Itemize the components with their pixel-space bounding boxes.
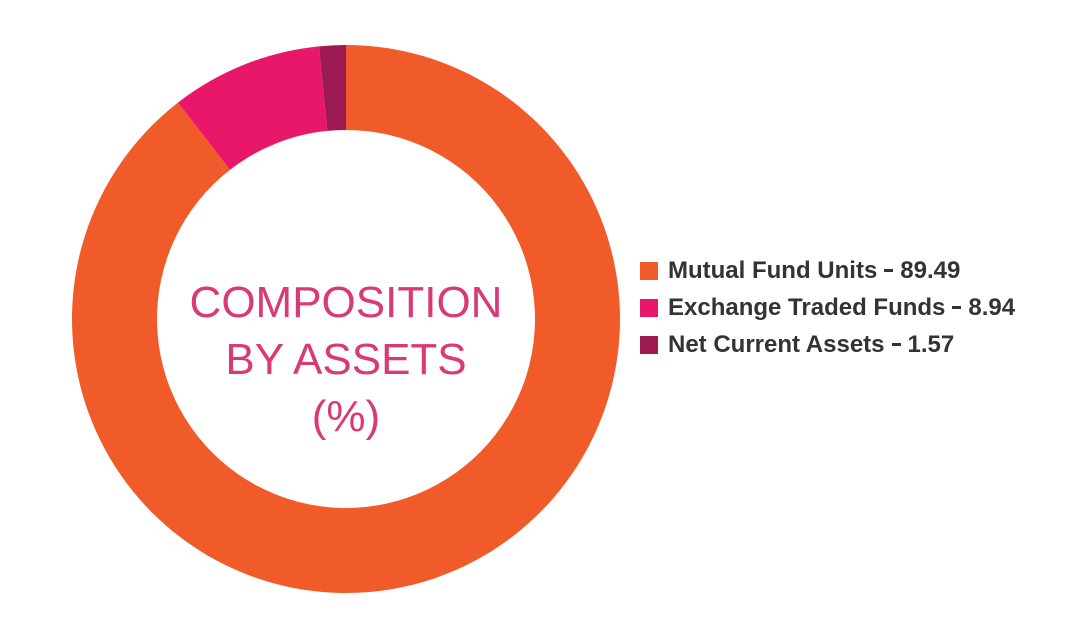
slice [319,45,346,131]
legend-swatch [640,298,658,317]
slice [177,46,328,170]
legend-swatch [640,261,658,280]
chart-title: COMPOSITION BY ASSETS (%) [189,278,503,441]
legend-separator [891,343,901,346]
slice [71,45,621,593]
legend-separator [884,269,894,272]
legend-value: 89.49 [900,256,961,284]
legend-swatch [640,335,658,354]
legend: Mutual Fund Units 89.49 Exchange Traded Fu… [640,252,1015,363]
legend-separator [952,306,962,309]
legend-item: Net Current Assets 1.57 [640,326,1015,363]
legend-label: Mutual Fund Units [668,256,878,284]
legend-value: 1.57 [907,330,955,358]
legend-label: Net Current Assets [668,330,885,358]
legend-item: Mutual Fund Units 89.49 [640,252,1015,289]
legend-label: Exchange Traded Funds [668,293,946,321]
legend-item: Exchange Traded Funds 8.94 [640,289,1015,326]
legend-value: 8.94 [968,293,1016,321]
